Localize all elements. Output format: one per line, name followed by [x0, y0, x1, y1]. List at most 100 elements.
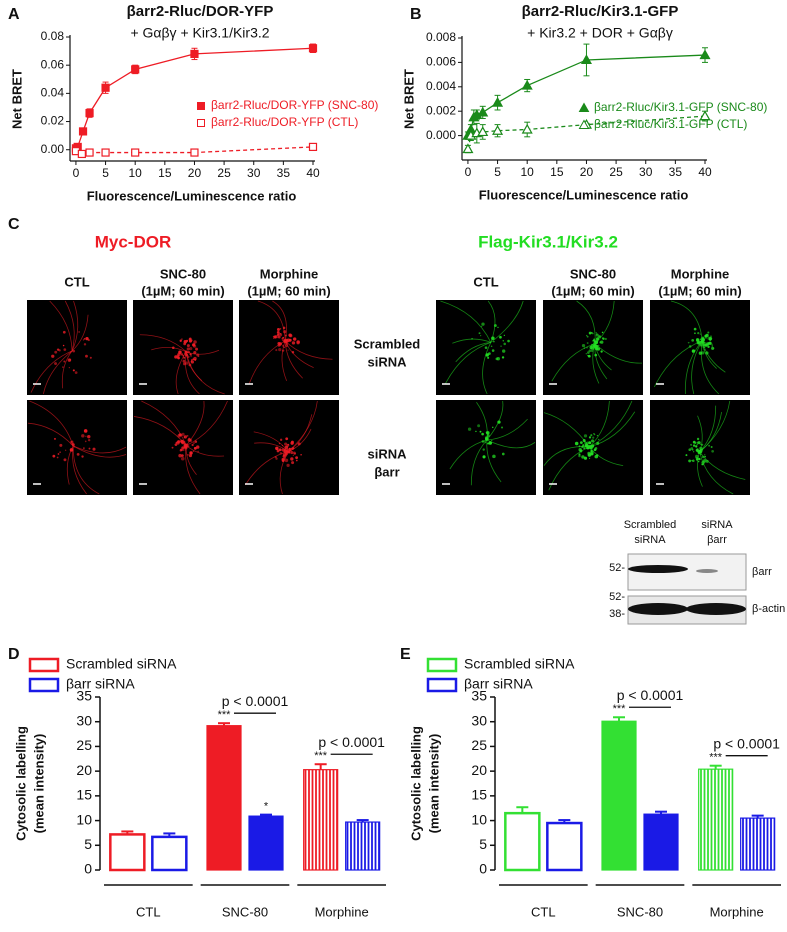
puncta	[69, 351, 72, 353]
puncta	[711, 346, 715, 350]
puncta	[288, 447, 291, 450]
puncta	[708, 341, 712, 345]
puncta	[596, 434, 599, 437]
puncta	[300, 453, 302, 456]
puncta	[188, 339, 192, 343]
y-tick-label: 0.008	[426, 30, 456, 44]
puncta	[296, 341, 300, 345]
puncta	[293, 452, 297, 455]
puncta	[278, 442, 281, 445]
puncta	[478, 332, 481, 335]
puncta	[699, 343, 703, 347]
puncta	[176, 354, 180, 357]
micrograph-bg	[650, 300, 750, 395]
y-axis-label: Cytosolic labelling	[13, 726, 28, 841]
puncta	[586, 334, 588, 337]
puncta	[68, 366, 70, 369]
neurite	[30, 350, 73, 393]
legend-swatch	[426, 657, 458, 673]
puncta	[579, 441, 583, 445]
p-value-label: p < 0.0001	[617, 687, 684, 703]
puncta	[193, 350, 197, 355]
puncta	[701, 455, 705, 459]
bar	[303, 769, 339, 871]
puncta	[595, 347, 599, 351]
puncta	[693, 451, 695, 453]
y-tick-label: 5	[479, 836, 487, 852]
puncta	[582, 439, 586, 442]
puncta	[179, 449, 182, 452]
puncta	[184, 443, 187, 447]
puncta	[293, 337, 297, 341]
puncta	[183, 441, 186, 444]
puncta	[691, 338, 695, 342]
puncta	[282, 453, 287, 457]
y-tick-label: 0.004	[426, 79, 456, 93]
puncta	[477, 424, 481, 428]
micrograph	[133, 300, 233, 395]
puncta	[700, 443, 702, 446]
chart-subtitle: + Kir3.2 + DOR + Gαβγ	[527, 25, 673, 41]
column-header: CTL	[473, 274, 498, 289]
neurite	[684, 340, 703, 395]
puncta	[181, 432, 185, 436]
puncta	[692, 459, 695, 463]
y-tick-label: 0.06	[41, 57, 65, 71]
puncta	[72, 369, 75, 372]
neurite	[594, 343, 643, 364]
neurite	[486, 418, 528, 441]
row-label: βarr	[374, 464, 399, 479]
puncta	[274, 456, 277, 459]
neurite	[287, 414, 313, 452]
x-tick-label: CTL	[531, 904, 556, 919]
puncta	[582, 444, 585, 447]
blot-lane-label: siRNA	[634, 534, 666, 546]
puncta	[82, 339, 85, 341]
puncta	[275, 457, 278, 460]
puncta	[484, 442, 487, 444]
x-tick-label: 25	[609, 165, 623, 179]
puncta	[696, 443, 699, 446]
micrograph	[543, 400, 643, 495]
neurite	[185, 400, 228, 446]
column-header: SNC-80	[570, 266, 616, 281]
puncta	[69, 448, 74, 452]
puncta	[697, 332, 700, 335]
puncta	[297, 442, 301, 446]
puncta	[171, 346, 175, 350]
puncta	[180, 456, 185, 461]
y-tick-label: 25	[471, 737, 487, 753]
panel-letter: A	[8, 6, 20, 23]
puncta	[278, 342, 282, 346]
significance-label: *	[264, 801, 269, 813]
data-point	[492, 124, 504, 135]
puncta	[700, 453, 702, 456]
micrograph	[650, 400, 750, 495]
data-point	[131, 65, 140, 74]
x-tick-label: 35	[669, 165, 683, 179]
data-point	[78, 127, 88, 136]
neurite	[548, 446, 590, 491]
puncta	[196, 353, 200, 357]
puncta	[83, 447, 85, 449]
column-header: Morphine	[260, 266, 319, 281]
micrograph-bg	[133, 300, 233, 395]
puncta	[51, 354, 55, 358]
puncta	[581, 455, 585, 459]
neurite	[440, 300, 492, 343]
puncta	[585, 353, 587, 355]
puncta	[486, 434, 490, 438]
puncta	[602, 337, 605, 340]
y-tick-label: 25	[76, 737, 92, 753]
neurite	[482, 342, 492, 395]
puncta	[182, 359, 186, 363]
puncta	[178, 453, 182, 458]
puncta	[705, 342, 707, 344]
puncta	[483, 440, 486, 442]
puncta	[586, 342, 589, 344]
neurite	[444, 342, 491, 385]
bar	[601, 720, 637, 871]
y-tick-label: 5	[84, 836, 92, 852]
legend-label: βarr siRNA	[66, 676, 135, 692]
y-axis-label: Cytosolic labelling	[408, 726, 423, 841]
